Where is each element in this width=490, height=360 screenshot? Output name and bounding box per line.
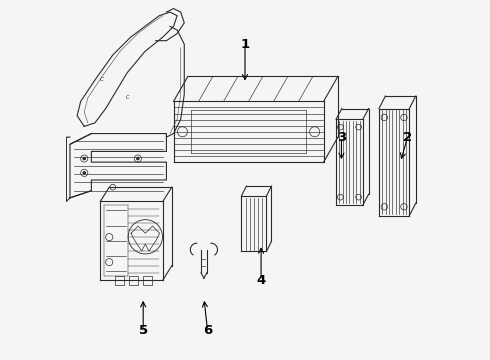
Bar: [129, 276, 138, 285]
Text: C: C: [125, 95, 129, 100]
Text: 5: 5: [139, 324, 148, 337]
Text: 3: 3: [337, 131, 346, 144]
Circle shape: [83, 157, 85, 159]
Text: 6: 6: [203, 324, 212, 337]
Text: 1: 1: [241, 38, 249, 51]
Text: 4: 4: [256, 274, 266, 287]
Text: C: C: [100, 77, 104, 82]
Circle shape: [137, 157, 139, 159]
Circle shape: [83, 172, 85, 174]
Bar: [115, 276, 123, 285]
Bar: [143, 276, 152, 285]
Text: 2: 2: [403, 131, 412, 144]
